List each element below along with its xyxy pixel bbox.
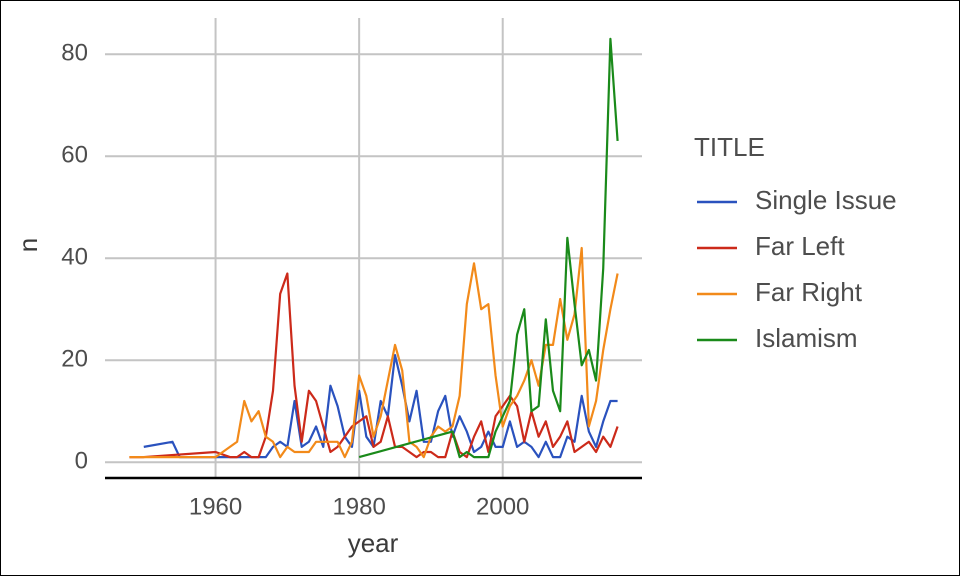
y-tick-label: 40: [61, 244, 88, 271]
y-axis-title: n: [13, 238, 43, 252]
y-tick-label: 60: [61, 142, 88, 169]
legend-label: Islamism: [755, 323, 858, 353]
series-line: [143, 354, 618, 459]
series-line: [129, 246, 619, 459]
grid: [105, 18, 642, 478]
x-tick-label: 2000: [476, 493, 529, 520]
legend-label: Far Right: [755, 277, 863, 307]
y-tick-label: 20: [61, 346, 88, 373]
y-tick-label: 80: [61, 40, 88, 67]
x-tick-label: 1960: [189, 493, 242, 520]
series-line: [358, 37, 619, 459]
legend-label: Far Left: [755, 231, 845, 261]
x-axis-title: year: [348, 528, 399, 558]
y-tick-label: 0: [75, 448, 88, 475]
x-tick-label: 1980: [332, 493, 385, 520]
legend-label: Single Issue: [755, 185, 897, 215]
legend: Single Issue Far Left Far Right Islamism: [697, 185, 897, 353]
legend-title: TITLE: [694, 132, 765, 162]
lines: [129, 37, 619, 459]
series-line: [129, 272, 619, 459]
